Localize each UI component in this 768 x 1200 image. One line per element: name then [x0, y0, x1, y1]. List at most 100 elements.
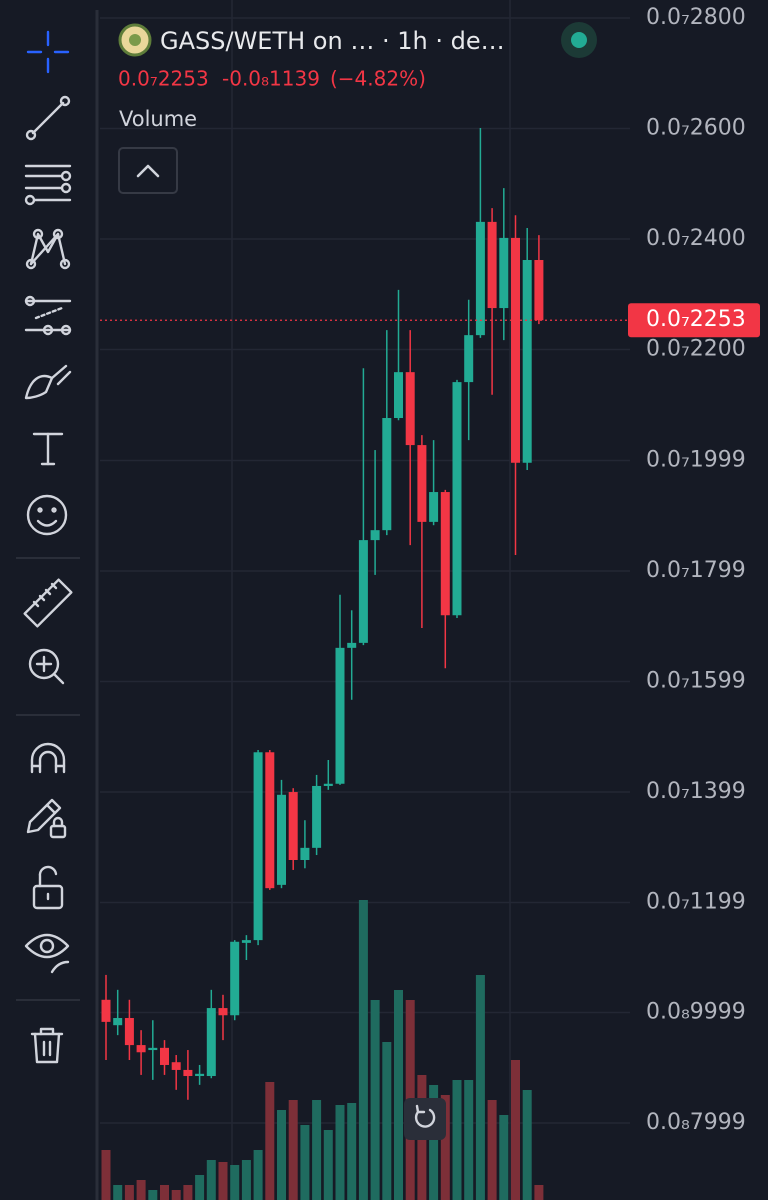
projection-tool[interactable] — [24, 295, 72, 336]
candle-body — [124, 1018, 134, 1046]
emoji-tool[interactable] — [26, 494, 68, 536]
volume-bar — [511, 1060, 520, 1200]
volume-bar — [265, 1082, 275, 1200]
candle-body — [417, 445, 427, 522]
candle-body — [487, 221, 497, 309]
candle-body — [218, 1008, 228, 1016]
volume-bar — [487, 1100, 497, 1200]
candle-body — [475, 221, 485, 336]
volume-bar — [218, 1162, 228, 1200]
candle-body — [440, 492, 450, 616]
candle-body — [241, 940, 251, 943]
y-tick-label: 0.0₇2400 — [646, 226, 746, 251]
chart-title[interactable]: GASS/WETH on … · 1h · de… — [160, 27, 505, 55]
ruler-tool[interactable] — [23, 578, 73, 628]
candle-body — [300, 847, 310, 860]
y-tick-label: 0.0₈7999 — [646, 1110, 746, 1135]
candle-body — [382, 418, 392, 531]
candle-body — [183, 1069, 193, 1077]
candle-body — [405, 372, 415, 446]
candle-body — [230, 941, 240, 1016]
pattern-tool[interactable] — [25, 228, 71, 270]
delete-tool[interactable] — [30, 1027, 64, 1064]
candle-body — [277, 794, 286, 885]
candle-body — [113, 1018, 123, 1026]
current-price-tag — [628, 303, 760, 338]
reset-button[interactable] — [404, 1098, 446, 1140]
candle-body — [265, 752, 275, 889]
current-price-label: 0.0₇2253 — [646, 307, 746, 332]
price-change: -0.0₈1139 — [222, 67, 320, 91]
y-tick-label: 0.0₇1599 — [646, 669, 746, 694]
volume-bar — [440, 1095, 450, 1200]
volume-bar — [534, 1185, 544, 1200]
zoom-tool[interactable] — [28, 648, 65, 685]
crosshair-tool[interactable] — [26, 30, 70, 74]
volume-bar — [288, 1100, 298, 1200]
volume-bar — [206, 1160, 216, 1200]
last-price: 0.0₇2253 — [118, 67, 209, 91]
y-tick-label: 0.0₇1799 — [646, 558, 746, 583]
volume-bar — [160, 1185, 169, 1200]
fib-tool[interactable] — [24, 164, 72, 206]
lock-drawing-tool[interactable] — [26, 798, 67, 839]
trend-line-tool[interactable] — [25, 95, 71, 141]
volume-bar — [394, 990, 403, 1200]
status-dot — [571, 32, 587, 48]
volume-bar — [253, 1150, 263, 1200]
volume-bar — [195, 1175, 205, 1200]
volume-bar — [358, 900, 368, 1200]
candle-body — [288, 792, 298, 860]
candle-body — [347, 642, 357, 648]
candle-body — [511, 237, 520, 463]
volume-bar — [522, 1090, 532, 1200]
brush-tool[interactable] — [24, 364, 72, 400]
volume-bar — [230, 1165, 240, 1200]
volume-bar — [312, 1100, 322, 1200]
text-tool[interactable] — [32, 432, 64, 466]
volume-bar — [300, 1125, 310, 1200]
candle-body — [148, 1047, 158, 1051]
candle-body — [312, 785, 322, 848]
volume-bar — [452, 1080, 462, 1200]
candle-body — [195, 1073, 205, 1077]
volume-bar — [499, 1115, 509, 1200]
volume-bar — [241, 1160, 251, 1200]
collapse-button[interactable] — [118, 147, 178, 194]
y-tick-label: 0.0₇2200 — [646, 337, 746, 362]
volume-bar — [171, 1190, 181, 1200]
candle-body — [160, 1047, 169, 1065]
candle-body — [534, 260, 544, 321]
volume-bar — [323, 1130, 333, 1200]
candle-body — [101, 999, 111, 1022]
volume-bar — [429, 1085, 439, 1200]
lock-tool[interactable] — [32, 865, 64, 910]
visibility-tool[interactable] — [24, 933, 70, 974]
y-tick-label: 0.0₇2800 — [646, 5, 746, 30]
toolbar-icons — [16, 30, 80, 1064]
symbol-icon — [118, 23, 152, 57]
candle-layer — [101, 127, 544, 1100]
y-tick-label: 0.0₇2600 — [646, 116, 746, 141]
volume-bar — [124, 1185, 134, 1200]
volume-label: Volume — [119, 107, 197, 131]
y-tick-label: 0.0₇1199 — [646, 890, 746, 915]
y-tick-label: 0.0₈9999 — [646, 1000, 746, 1025]
candle-body — [370, 530, 380, 541]
volume-bar — [475, 975, 485, 1200]
candle-body — [136, 1045, 146, 1053]
candle-body — [499, 237, 509, 309]
price-change-percent: (−4.82%) — [330, 67, 426, 91]
volume-bar — [347, 1103, 357, 1200]
volume-bar — [101, 1150, 111, 1200]
candle-body — [464, 335, 474, 383]
axis-layer: 0.0₇2800 0.0₇2600 0.0₇2400 0.0₇2200 0.0₇1999… — [100, 5, 760, 1135]
toolbar — [0, 0, 96, 1200]
candle-body — [323, 783, 333, 786]
volume-bar — [136, 1180, 146, 1200]
magnet-tool[interactable] — [30, 742, 66, 774]
volume-bar — [464, 1080, 474, 1200]
candle-body — [253, 752, 263, 941]
volume-bar — [183, 1185, 193, 1200]
